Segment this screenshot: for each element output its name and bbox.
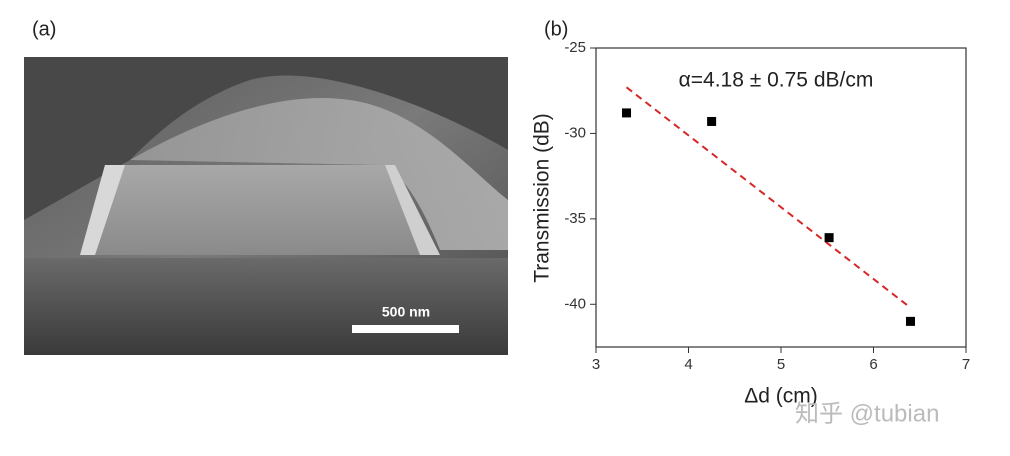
data-point (622, 108, 632, 118)
y-tick-label: -30 (564, 124, 586, 141)
data-point (824, 233, 834, 243)
data-point (707, 116, 717, 126)
x-tick-label: 7 (962, 356, 970, 373)
x-tick-label: 5 (777, 356, 785, 373)
x-tick-label: 3 (592, 356, 600, 373)
watermark: 知乎 @tubian (795, 400, 939, 427)
x-tick-label: 6 (869, 356, 877, 373)
panel-label: (b) (544, 18, 568, 40)
scale-bar-label: 500 nm (382, 304, 430, 320)
x-axis-label: Δd (cm) (744, 385, 818, 408)
x-tick-label: 4 (684, 356, 692, 373)
fit-line (625, 86, 912, 309)
panel-label: (a) (32, 18, 56, 40)
sem-image: 500 nm (24, 57, 508, 355)
y-axis-label: Transmission (dB) (531, 113, 554, 283)
data-point (906, 316, 915, 326)
y-tick-label: -35 (564, 210, 586, 227)
plot-frame (595, 47, 967, 348)
y-tick-label: -25 (564, 39, 586, 56)
y-tick-label: -40 (564, 295, 586, 312)
annotation: α=4.18 ± 0.75 dB/cm (679, 69, 874, 92)
